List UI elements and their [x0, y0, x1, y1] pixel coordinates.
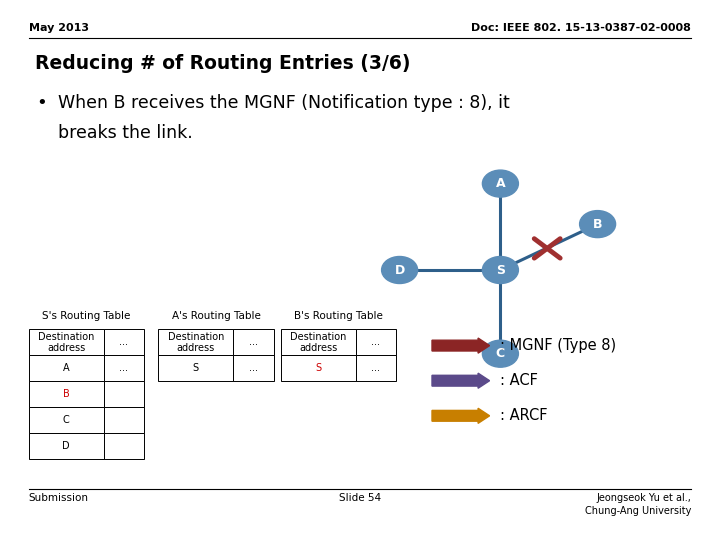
- Bar: [29, 433, 104, 459]
- Bar: [356, 355, 396, 381]
- Text: C: C: [63, 415, 70, 425]
- Text: B: B: [63, 389, 70, 399]
- Bar: [356, 329, 396, 355]
- Text: S's Routing Table: S's Routing Table: [42, 311, 130, 321]
- Bar: [233, 329, 274, 355]
- Bar: [281, 355, 356, 381]
- Bar: [281, 329, 356, 355]
- Text: B: B: [593, 218, 603, 231]
- Text: ...: ...: [249, 338, 258, 347]
- Bar: [233, 355, 274, 381]
- Text: •: •: [36, 94, 47, 112]
- Text: ...: ...: [372, 338, 380, 347]
- Text: Doc: IEEE 802. 15-13-0387-02-0008: Doc: IEEE 802. 15-13-0387-02-0008: [472, 23, 691, 33]
- Bar: [29, 407, 104, 433]
- Text: : MGNF (Type 8): : MGNF (Type 8): [500, 338, 616, 353]
- Text: S: S: [496, 264, 505, 276]
- Text: Submission: Submission: [29, 493, 89, 503]
- Text: ...: ...: [249, 363, 258, 373]
- Bar: [29, 355, 104, 381]
- Bar: [104, 381, 144, 407]
- Text: breaks the link.: breaks the link.: [58, 124, 192, 142]
- Text: Slide 54: Slide 54: [339, 493, 381, 503]
- Text: : ACF: : ACF: [500, 373, 539, 388]
- Text: A: A: [63, 363, 70, 373]
- FancyArrow shape: [432, 373, 490, 388]
- Circle shape: [482, 170, 518, 197]
- Text: S: S: [193, 363, 199, 373]
- Bar: [29, 329, 104, 355]
- Text: A's Routing Table: A's Routing Table: [171, 311, 261, 321]
- Circle shape: [482, 340, 518, 367]
- Text: S: S: [315, 363, 321, 373]
- Bar: [104, 329, 144, 355]
- Text: : ARCF: : ARCF: [500, 408, 548, 423]
- Text: ...: ...: [372, 363, 380, 373]
- Text: Jeongseok Yu et al.,
Chung-Ang University: Jeongseok Yu et al., Chung-Ang Universit…: [585, 493, 691, 516]
- Text: Destination
address: Destination address: [168, 332, 224, 353]
- Text: D: D: [63, 441, 70, 451]
- Circle shape: [580, 211, 616, 238]
- Text: When B receives the MGNF (Notification type : 8), it: When B receives the MGNF (Notification t…: [58, 94, 509, 112]
- FancyArrow shape: [432, 338, 490, 353]
- Text: Destination
address: Destination address: [38, 332, 94, 353]
- Bar: [158, 329, 233, 355]
- FancyArrow shape: [432, 408, 490, 423]
- Bar: [29, 381, 104, 407]
- Circle shape: [382, 256, 418, 284]
- Text: C: C: [496, 347, 505, 360]
- Text: Destination
address: Destination address: [290, 332, 346, 353]
- Bar: [104, 355, 144, 381]
- Bar: [104, 433, 144, 459]
- Text: ...: ...: [120, 338, 128, 347]
- Text: B's Routing Table: B's Routing Table: [294, 311, 383, 321]
- Text: Reducing # of Routing Entries (3/6): Reducing # of Routing Entries (3/6): [35, 54, 410, 73]
- Bar: [158, 355, 233, 381]
- Text: A: A: [495, 177, 505, 190]
- Circle shape: [482, 256, 518, 284]
- Bar: [104, 407, 144, 433]
- Text: D: D: [395, 264, 405, 276]
- Text: ...: ...: [120, 363, 128, 373]
- Text: May 2013: May 2013: [29, 23, 89, 33]
